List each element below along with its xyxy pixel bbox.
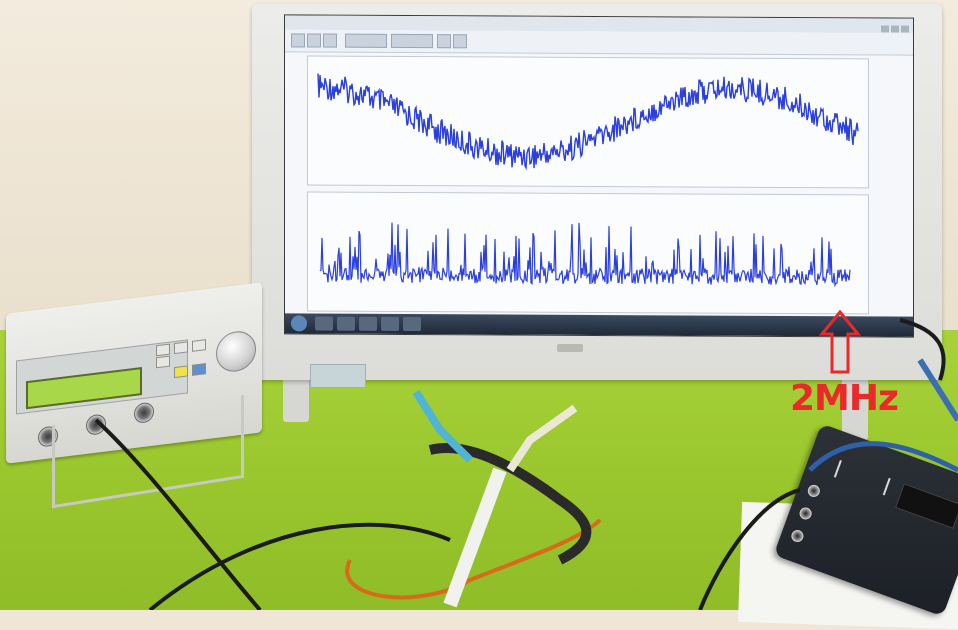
spike-trace (319, 222, 851, 288)
waveform-plot-top[interactable] (307, 55, 869, 189)
sine-trace-svg (317, 73, 859, 171)
sine-trace (317, 73, 859, 171)
cables-and-probe (94, 318, 958, 610)
monitor-logo (557, 344, 583, 352)
spike-trace-svg (319, 222, 851, 288)
frequency-annotation-label: 2MHz (790, 378, 899, 419)
waveform-plot-bottom[interactable] (307, 191, 869, 315)
monitor-screen (284, 14, 914, 338)
up-arrow-outline-icon (818, 309, 862, 374)
monitor-sticker (310, 364, 366, 388)
